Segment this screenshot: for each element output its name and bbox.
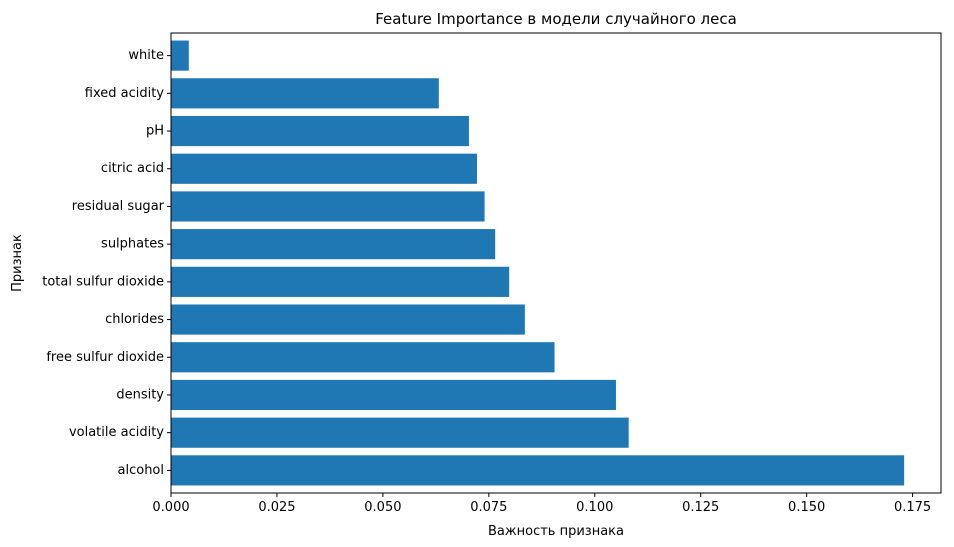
plot-frame bbox=[170, 32, 942, 494]
y-tick-label: free sulfur dioxide bbox=[46, 350, 164, 365]
bar-white bbox=[171, 40, 189, 71]
bar-total-sulfur-dioxide bbox=[171, 266, 510, 297]
bar-volatile-acidity bbox=[171, 417, 629, 448]
y-tick-label: citric acid bbox=[101, 161, 164, 176]
bar-density bbox=[171, 379, 616, 411]
bar-citric-acid bbox=[171, 153, 477, 184]
y-tick-label: chlorides bbox=[105, 312, 164, 327]
y-tick-label: white bbox=[128, 48, 164, 63]
x-tick-label: 0.025 bbox=[258, 500, 295, 515]
x-tick-label: 0.125 bbox=[682, 500, 719, 515]
x-tick-label: 0.175 bbox=[894, 500, 931, 515]
chart-title: Feature Importance в модели случайного л… bbox=[375, 10, 737, 28]
bar-fixed-acidity bbox=[171, 78, 439, 109]
y-tick-label: total sulfur dioxide bbox=[42, 274, 164, 289]
bar-alcohol bbox=[171, 455, 905, 486]
y-tick-label: sulphates bbox=[101, 237, 164, 252]
y-tick-label: residual sugar bbox=[72, 199, 165, 214]
plot-area: alcohol volatile acidity density free sulfu… bbox=[42, 40, 931, 515]
bar-ph bbox=[171, 115, 469, 147]
y-tick-label: volatile acidity bbox=[69, 425, 164, 440]
y-tick-label: alcohol bbox=[118, 463, 164, 478]
y-tick-label: fixed acidity bbox=[85, 86, 165, 101]
bar-sulphates bbox=[171, 229, 496, 260]
x-axis-label: Важность признака bbox=[488, 524, 624, 539]
x-tick-label: 0.000 bbox=[152, 500, 189, 515]
x-tick-label: 0.150 bbox=[788, 500, 825, 515]
bar-residual-sugar bbox=[171, 191, 485, 222]
y-axis-label: Признак bbox=[10, 234, 25, 292]
x-tick-label: 0.075 bbox=[470, 500, 507, 515]
bar-chlorides bbox=[171, 304, 525, 335]
y-tick-label: pH bbox=[146, 124, 164, 139]
y-tick-label: density bbox=[116, 387, 164, 402]
x-tick-label: 0.100 bbox=[576, 500, 613, 515]
x-tick-label: 0.050 bbox=[364, 500, 401, 515]
bar-free-sulfur-dioxide bbox=[171, 342, 555, 373]
